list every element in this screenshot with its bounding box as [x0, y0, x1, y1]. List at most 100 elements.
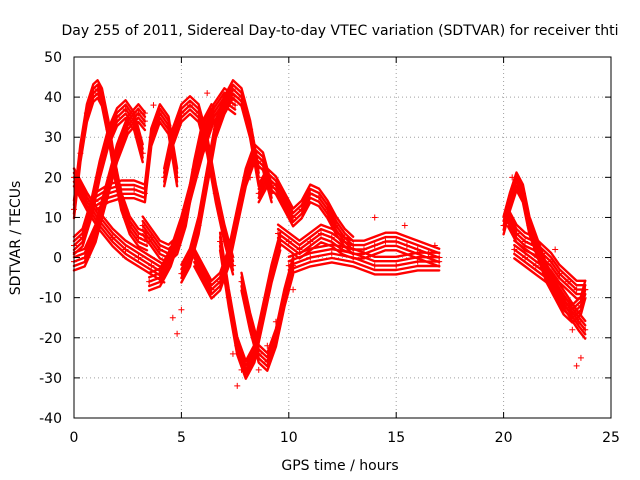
series-band — [72, 99, 144, 238]
data-point — [98, 94, 105, 101]
data-point — [77, 150, 84, 157]
data-point — [126, 222, 133, 229]
data-point — [268, 270, 275, 277]
data-point — [81, 254, 88, 261]
y-tick-label: 20 — [44, 170, 62, 186]
series-arc-k — [217, 231, 284, 380]
x-tick-label: 10 — [280, 430, 298, 446]
x-tick-label: 15 — [387, 430, 405, 446]
data-point — [507, 198, 514, 205]
data-point — [92, 230, 99, 237]
outlier-point — [290, 286, 297, 293]
outlier-point — [255, 366, 262, 373]
data-point — [307, 190, 314, 197]
data-point — [255, 174, 262, 181]
data-point — [234, 214, 241, 221]
data-point — [156, 110, 163, 117]
y-tick-label: 40 — [44, 90, 62, 106]
data-point — [135, 254, 142, 261]
data-point — [281, 198, 288, 205]
y-tick-label: -10 — [39, 291, 62, 307]
y-tick-label: -20 — [39, 331, 62, 347]
chart-title: Day 255 of 2011, Sidereal Day-to-day VTE… — [62, 23, 619, 39]
plot-frame — [73, 56, 612, 419]
outlier-point — [96, 86, 103, 93]
data-point — [582, 326, 589, 333]
data-point — [122, 246, 129, 253]
data-point — [221, 102, 228, 109]
outlier-point — [264, 342, 271, 349]
data-point — [554, 286, 561, 293]
series-band — [506, 211, 587, 287]
data-point — [285, 262, 292, 269]
data-point — [148, 234, 155, 241]
outlier-point — [573, 362, 580, 369]
data-point — [577, 302, 584, 309]
series-band — [94, 120, 179, 212]
data-point — [393, 262, 400, 269]
outlier-point — [178, 306, 185, 313]
data-point — [189, 182, 196, 189]
data-point — [530, 242, 537, 249]
data-point — [272, 182, 279, 189]
outlier-point — [150, 102, 157, 109]
series-band — [287, 247, 441, 263]
outlier-point — [238, 366, 245, 373]
data-point — [122, 106, 129, 113]
series-band — [257, 176, 355, 247]
series-band — [72, 180, 166, 280]
data-point — [547, 258, 554, 265]
data-point — [315, 194, 322, 201]
data-point — [165, 122, 172, 129]
data-point — [148, 262, 155, 269]
outlier-point — [577, 354, 584, 361]
data-point — [565, 302, 572, 309]
data-point — [178, 222, 185, 229]
series-band — [72, 171, 166, 271]
series-band — [72, 167, 166, 266]
series-arc-e — [92, 103, 181, 212]
data-point — [135, 110, 142, 117]
series-band — [240, 255, 295, 355]
series-band — [287, 243, 441, 258]
y-axis-label: SDTVAR / TECUs — [8, 181, 24, 296]
series-band — [257, 167, 355, 238]
data-point — [522, 254, 529, 261]
data-point — [204, 174, 211, 181]
data-point — [260, 158, 267, 165]
data-series — [71, 79, 589, 389]
data-point — [199, 270, 206, 277]
data-point — [212, 190, 219, 197]
data-point — [260, 310, 267, 317]
x-tick-label: 25 — [602, 430, 620, 446]
y-tick-label: -40 — [39, 411, 62, 427]
data-point — [532, 262, 539, 269]
series-arc-o — [285, 243, 443, 276]
series-band — [94, 103, 179, 194]
outlier-point — [122, 206, 129, 213]
data-point — [156, 274, 163, 281]
data-point — [113, 114, 120, 121]
series-band — [506, 220, 587, 296]
series-arc-h — [161, 95, 236, 276]
data-point — [556, 270, 563, 277]
series-band — [94, 107, 179, 199]
data-point — [96, 218, 103, 225]
data-point — [238, 278, 245, 285]
data-point — [174, 174, 181, 181]
data-point — [307, 254, 314, 261]
y-tick-label: -30 — [39, 371, 62, 387]
data-point — [539, 250, 546, 257]
data-point — [573, 286, 580, 293]
data-point — [513, 178, 520, 185]
data-point — [135, 234, 142, 241]
y-tick-label: 0 — [53, 251, 62, 267]
series-band — [513, 257, 587, 340]
data-point — [92, 198, 99, 205]
data-point — [105, 190, 112, 197]
data-point — [109, 234, 116, 241]
data-point — [328, 250, 335, 257]
data-point — [371, 242, 378, 249]
data-point — [543, 270, 550, 277]
